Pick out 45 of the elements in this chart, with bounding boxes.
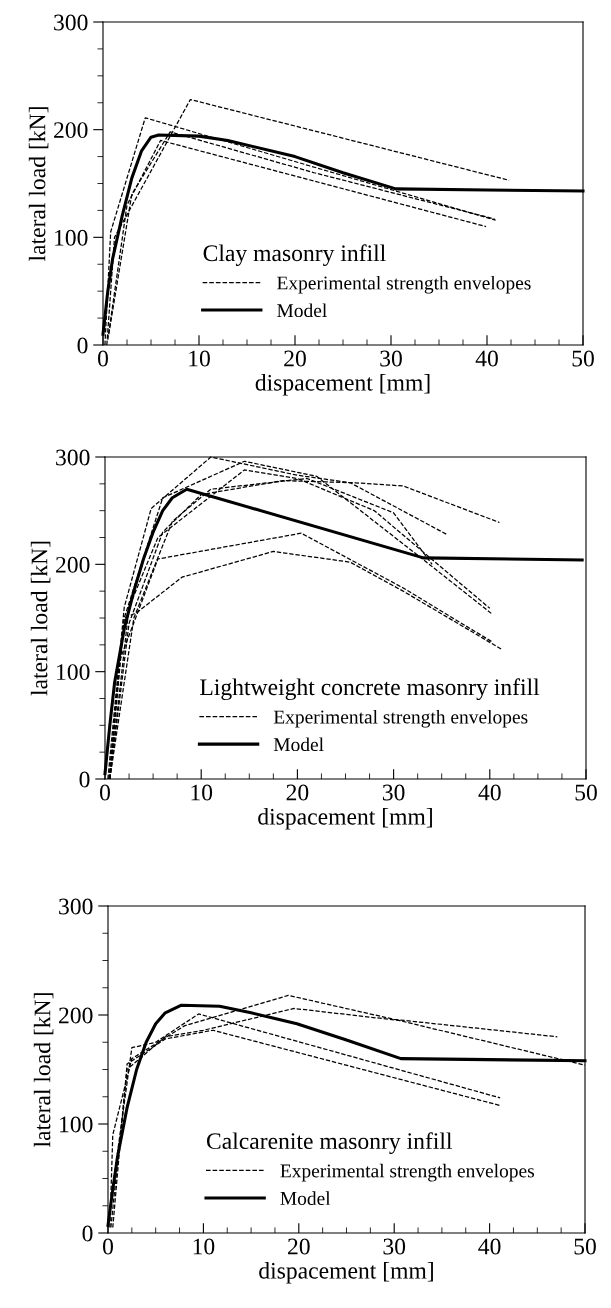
y-tick-label: 200 <box>59 1007 93 1024</box>
x-tick-label: 10 <box>193 1238 215 1255</box>
legend-label: Model <box>280 1191 331 1206</box>
legend-label: Experimental strength envelopes <box>280 1163 535 1182</box>
legend-label: Experimental strength envelopes <box>273 709 528 728</box>
x-axis-title: dispacement [mm] <box>255 374 430 396</box>
x-tick-label: 50 <box>572 350 594 367</box>
legend-label: Model <box>277 303 327 318</box>
legend-title: Lightweight concrete masonry infill <box>200 678 540 701</box>
x-tick-label: 30 <box>383 1238 406 1255</box>
y-tick-label: 100 <box>60 1116 93 1133</box>
y-tick-label: 0 <box>79 771 90 788</box>
x-tick-label: 40 <box>475 350 498 367</box>
legend-label: Model <box>273 737 324 752</box>
x-tick-label: 50 <box>575 784 597 801</box>
x-tick-label: 20 <box>288 1238 310 1255</box>
x-tick-label: 40 <box>478 1238 501 1255</box>
y-tick-label: 0 <box>82 1225 93 1242</box>
y-tick-label: 300 <box>59 898 93 915</box>
x-tick-label: 0 <box>100 784 110 801</box>
y-axis-title: lateral load [kN] <box>28 107 49 262</box>
y-tick-label: 200 <box>56 556 90 573</box>
y-tick-label: 300 <box>56 449 90 466</box>
legend-title: Clay masonry infill <box>203 244 386 267</box>
y-tick-label: 100 <box>57 664 90 681</box>
y-axis-title: lateral load [kN] <box>33 993 54 1148</box>
y-tick-label: 300 <box>54 14 88 31</box>
x-tick-label: 10 <box>191 784 213 801</box>
x-tick-label: 50 <box>574 1238 596 1255</box>
x-axis-title: dispacement [mm] <box>258 808 432 830</box>
legend-label: Experimental strength envelopes <box>277 275 531 294</box>
x-tick-label: 10 <box>189 350 210 367</box>
x-tick-label: 20 <box>284 350 306 367</box>
y-axis-title: lateral load [kN] <box>30 541 51 696</box>
x-tick-label: 40 <box>478 784 501 801</box>
y-tick-label: 200 <box>54 122 88 139</box>
legend-title: Calcarenite masonry infill <box>206 1132 453 1154</box>
x-tick-label: 0 <box>98 350 108 367</box>
x-axis-title: dispacement [mm] <box>259 1262 433 1284</box>
x-tick-label: 0 <box>103 1238 113 1255</box>
y-tick-label: 0 <box>77 337 88 354</box>
y-tick-label: 100 <box>55 229 88 246</box>
x-tick-label: 20 <box>286 784 309 801</box>
x-tick-label: 30 <box>382 784 405 801</box>
x-tick-label: 30 <box>380 350 402 367</box>
